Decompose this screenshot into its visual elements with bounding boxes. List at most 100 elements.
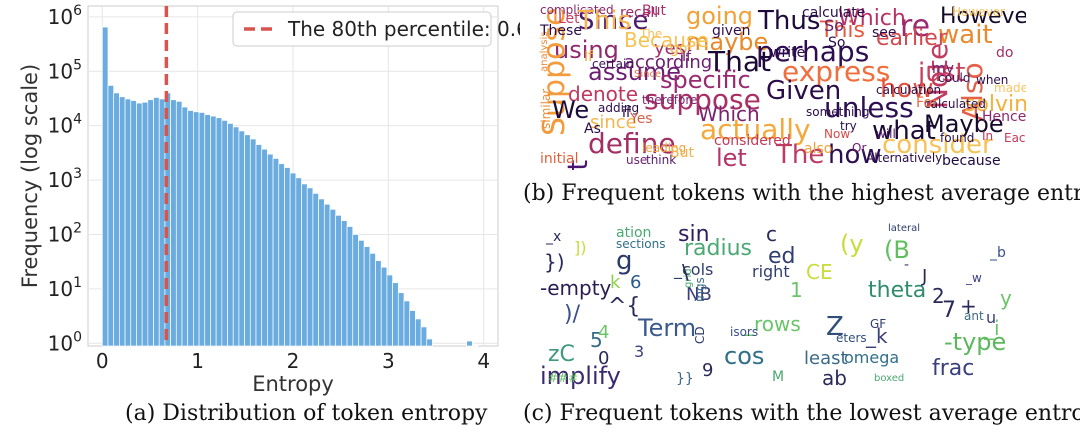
wordcloud-token: recall [620,5,659,21]
y-tick-label: 102 [48,220,82,246]
wordcloud-token: also [804,141,833,157]
histogram-bar [175,101,183,347]
wordcloud-token: Or [852,141,867,155]
x-tick-labels: 0 1 2 3 4 [96,349,490,373]
histogram-bar [238,130,245,347]
wordcloud-token: c [766,222,777,246]
wordcloud-token: _x [546,229,562,245]
wordcloud-token: just [918,58,966,88]
x-tick-label: 3 [382,349,395,373]
wordcloud-token: ed [768,244,796,269]
wordcloud-token: So [824,16,844,35]
wordcloud-token: _cols [674,260,714,279]
wordcloud-token: therefore [642,93,698,107]
wordcloud-token: -empty [540,276,612,300]
histogram-bar [187,110,194,347]
histogram-bar [272,158,280,347]
wordcloud-token: This [820,18,865,43]
wordcloud-token: (y [840,230,864,258]
wordcloud-token: unless [824,91,914,124]
wordcloud-token: boxed [874,373,905,384]
caption-a: (a) Distribution of token entropy [125,401,488,426]
wordcloud-token: complicated [540,3,614,17]
wordcloud-token: my [932,61,954,77]
wordcloud-token: _w [966,271,982,285]
wordcloud-token: For [916,95,938,111]
wordcloud-token: ]) [574,238,587,257]
wordcloud-token: ^{ [608,294,641,319]
histogram-bar [130,100,137,347]
histogram-bar [124,98,132,347]
wordcloud-token: maybe [686,28,769,56]
wordcloud-token: sections [616,237,666,251]
histogram-bars [101,26,479,347]
wordcloud-token: As [584,121,601,137]
wordcloud-token: Because [624,28,709,52]
y-tick-label: 101 [48,275,82,301]
histogram-bar [153,97,160,347]
wordcloud-token: Given [766,76,842,106]
histogram-bar [306,187,314,347]
wordcloud-token: zC [548,342,575,367]
wordcloud-token: solving [964,92,1026,117]
wordcloud-token: But [642,3,666,19]
y-tick-labels: 100 101 102 103 104 105 106 [48,3,82,355]
wordcloud-token: -type [944,328,1007,356]
histogram-bar [352,234,359,347]
wordcloud-high-entropy: SinceThusWhichreHowevergoingThiswaitmayb… [534,2,1026,170]
y-axis-label: Frequency (log scale) [18,64,42,288]
wordcloud-token: Let [558,11,580,27]
wordcloud-token: Hence [982,109,1026,125]
wordcloud-token: cos [724,342,765,370]
histogram-bar [358,240,365,347]
x-axis-label: Entropy [252,372,334,396]
wordcloud-low-entropy: Term -type theta frac implify cos radius -empty… [534,222,1026,390]
x-tick-label: 4 [477,349,490,373]
histogram-bar [312,193,319,347]
wordcloud-token: what [872,116,936,146]
wordcloud-token: isors [730,325,759,339]
histogram-bar [415,318,422,347]
wordcloud-token: g [616,246,633,276]
histogram-bar [244,134,251,347]
wordcloud-token: We [552,96,590,124]
histogram-bar [335,214,342,347]
wordcloud-token: wait [938,20,993,50]
wordcloud-token: how [828,140,882,170]
wordcloud-token: The [776,140,825,170]
wordcloud-token: define [588,127,676,160]
histogram-bar [119,96,126,347]
wordcloud-token: calculate [802,5,866,21]
histogram-bar [289,172,297,347]
wordcloud-token: implify [540,362,621,390]
wordcloud-token: Z [826,312,844,342]
histogram-bar [181,106,189,347]
wordcloud-token: initial [540,151,579,167]
wordcloud-token: go [670,41,688,57]
histogram-bar [232,126,240,347]
histogram-bar [107,85,115,347]
histogram-bar [261,148,268,347]
x-tick-label: 2 [287,349,300,373]
wordcloud-token: leading [642,141,687,155]
wordcloud-token: If [682,49,692,65]
wordcloud-token: 2 [932,284,945,308]
histogram-bar [249,138,257,347]
wordcloud-token: given [712,23,751,39]
wordcloud-token: actually [700,113,811,146]
wordcloud-token: ab [822,366,847,390]
wordcloud-token: write [770,45,806,61]
wordcloud-token: perhaps [756,35,870,68]
wordcloud-token: made [994,81,1026,95]
histogram-bar [284,167,291,347]
histogram-bar [295,177,302,347]
wordcloud-token: _rows [744,312,801,336]
wordcloud-token: 6 [630,272,642,293]
wordcloud-token: 0 [598,348,610,369]
wordcloud-token: GF [870,317,887,331]
histogram-bar [267,153,274,347]
wordcloud-token: do [996,45,1014,61]
wordcloud-token: )/ [564,302,580,327]
wordcloud-token: The [640,27,663,41]
